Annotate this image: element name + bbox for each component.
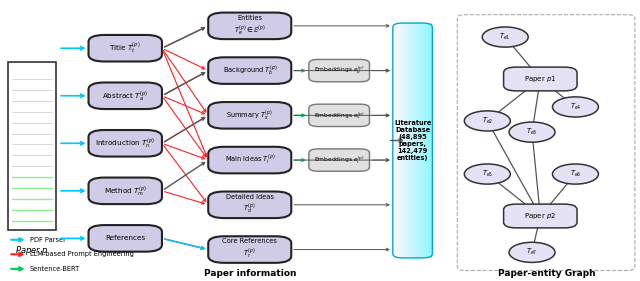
Text: $T_{e5}$: $T_{e5}$ [482, 169, 493, 179]
Bar [425, 23, 426, 258]
Circle shape [465, 111, 510, 131]
Bar [429, 23, 431, 258]
Text: References: References [105, 235, 145, 241]
FancyBboxPatch shape [88, 178, 162, 204]
Bar [426, 23, 427, 258]
Circle shape [509, 242, 555, 262]
Bar [417, 23, 418, 258]
Text: Paper $p$: Paper $p$ [15, 244, 49, 257]
Text: $T_{e2}$: $T_{e2}$ [482, 116, 493, 126]
Text: $T_{e3}$: $T_{e3}$ [526, 127, 538, 137]
Bar [416, 23, 417, 258]
Bar [422, 23, 423, 258]
Bar [401, 23, 402, 258]
Bar [414, 23, 415, 258]
Circle shape [552, 97, 598, 117]
FancyBboxPatch shape [504, 67, 577, 91]
FancyBboxPatch shape [208, 102, 291, 129]
Text: Literature
Database
(48,895
papers,
142,479
entities): Literature Database (48,895 papers, 142,… [394, 120, 431, 161]
Text: $T_{e4}$: $T_{e4}$ [570, 102, 581, 112]
Text: Paper $p2$: Paper $p2$ [524, 211, 557, 221]
Bar [403, 23, 404, 258]
Bar [413, 23, 414, 258]
Text: Entities
$T_e^{(p)} \in \mathbb{E}^{(p)}$: Entities $T_e^{(p)} \in \mathbb{E}^{(p)}… [234, 15, 266, 37]
Bar [424, 23, 425, 258]
FancyBboxPatch shape [309, 104, 369, 126]
Bar [427, 23, 428, 258]
FancyBboxPatch shape [88, 225, 162, 252]
Bar [420, 23, 421, 258]
Text: LLM-based Prompt Engineering: LLM-based Prompt Engineering [30, 251, 134, 257]
Text: $T_{e6}$: $T_{e6}$ [570, 169, 581, 179]
Bar [399, 23, 400, 258]
Bar [428, 23, 429, 258]
FancyBboxPatch shape [309, 59, 369, 82]
Text: Title $T_t^{(p)}$: Title $T_t^{(p)}$ [109, 41, 141, 56]
FancyBboxPatch shape [88, 35, 162, 62]
Bar [421, 23, 422, 258]
Text: PDF Parser: PDF Parser [30, 237, 66, 243]
Bar [411, 23, 412, 258]
Bar [415, 23, 416, 258]
Bar [395, 23, 396, 258]
Text: Core References
$T_r^{(p)}$: Core References $T_r^{(p)}$ [222, 239, 277, 261]
Text: Abstract $T_a^{(p)}$: Abstract $T_a^{(p)}$ [102, 89, 148, 103]
FancyBboxPatch shape [504, 204, 577, 228]
Bar [418, 23, 419, 258]
Bar [398, 23, 399, 258]
Bar [423, 23, 424, 258]
Text: $T_{e7}$: $T_{e7}$ [526, 247, 538, 257]
Text: Detailed Ideas
$T_d^{(p)}$: Detailed Ideas $T_d^{(p)}$ [226, 194, 274, 216]
Circle shape [552, 164, 598, 184]
Circle shape [465, 164, 510, 184]
Bar [397, 23, 398, 258]
Text: Embeddings $e_s^{(p)}$: Embeddings $e_s^{(p)}$ [314, 110, 364, 121]
Text: Summary $T_s^{(p)}$: Summary $T_s^{(p)}$ [227, 108, 273, 122]
Text: Paper information: Paper information [204, 269, 296, 278]
FancyBboxPatch shape [309, 149, 369, 171]
Bar [404, 23, 405, 258]
Text: Main Ideas $T_i^{(p)}$: Main Ideas $T_i^{(p)}$ [225, 153, 275, 167]
Bar [393, 23, 394, 258]
Bar [412, 23, 413, 258]
Text: Embeddings $e_b^{(p)}$: Embeddings $e_b^{(p)}$ [314, 65, 364, 76]
Bar [419, 23, 420, 258]
Bar [402, 23, 403, 258]
Bar [394, 23, 395, 258]
Bar [432, 23, 433, 258]
Bar [410, 23, 411, 258]
Bar [431, 23, 432, 258]
FancyBboxPatch shape [208, 57, 291, 84]
Text: Method $T_m^{(p)}$: Method $T_m^{(p)}$ [104, 184, 147, 198]
FancyBboxPatch shape [88, 130, 162, 157]
Bar [400, 23, 401, 258]
Bar [396, 23, 397, 258]
Text: Paper-entity Graph: Paper-entity Graph [498, 269, 595, 278]
Bar [408, 23, 410, 258]
FancyBboxPatch shape [208, 13, 291, 39]
Bar [407, 23, 408, 258]
Text: Embeddings $e_i^{(p)}$: Embeddings $e_i^{(p)}$ [314, 154, 364, 166]
Circle shape [482, 27, 528, 47]
FancyBboxPatch shape [208, 192, 291, 218]
FancyBboxPatch shape [208, 147, 291, 173]
Text: Introduction $T_n^{(p)}$: Introduction $T_n^{(p)}$ [95, 137, 155, 150]
FancyBboxPatch shape [208, 236, 291, 263]
Circle shape [509, 122, 555, 142]
Bar [405, 23, 406, 258]
Text: Paper $p1$: Paper $p1$ [524, 74, 557, 84]
FancyBboxPatch shape [8, 62, 56, 230]
Bar [406, 23, 407, 258]
Text: Background $T_b^{(p)}$: Background $T_b^{(p)}$ [223, 64, 277, 78]
FancyBboxPatch shape [458, 15, 635, 271]
Text: Sentence-BERT: Sentence-BERT [30, 266, 81, 272]
FancyBboxPatch shape [88, 83, 162, 109]
Text: $T_{e1}$: $T_{e1}$ [499, 32, 511, 42]
